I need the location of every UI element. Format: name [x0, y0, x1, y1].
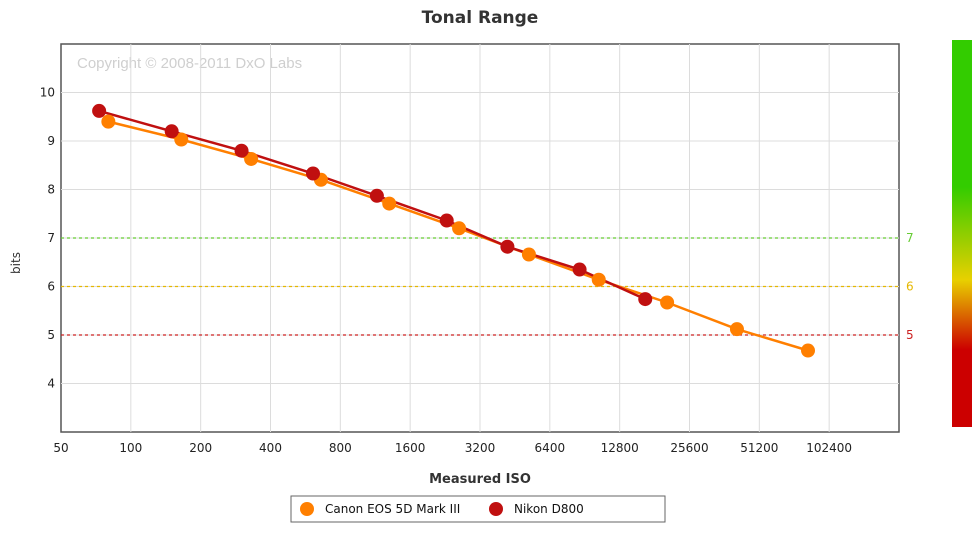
tick-labels: 50 100 200 400 800 1600 3200 6400 12800 25600 5120… — [40, 86, 852, 456]
x-tick-label: 1600 — [395, 441, 426, 455]
legend-label-nikon: Nikon D800 — [514, 502, 584, 516]
data-point-nikon — [439, 213, 454, 228]
series-layer — [92, 103, 816, 358]
threshold-label: 6 — [906, 280, 914, 294]
threshold-label: 5 — [906, 328, 914, 342]
data-point-canon — [101, 114, 116, 129]
data-point-nikon — [92, 103, 107, 118]
data-point-nikon — [369, 188, 384, 203]
y-tick-label: 8 — [47, 183, 55, 197]
data-point-nikon — [500, 239, 515, 254]
x-tick-label: 3200 — [465, 441, 496, 455]
y-tick-label: 7 — [47, 231, 55, 245]
data-point-canon — [382, 196, 397, 211]
y-tick-label: 4 — [47, 377, 55, 391]
data-point-canon — [591, 272, 606, 287]
data-point-canon — [174, 132, 189, 147]
x-tick-label: 800 — [329, 441, 352, 455]
data-point-nikon — [572, 262, 587, 277]
chart-title: Tonal Range — [422, 8, 539, 28]
color-scale-bar — [952, 40, 972, 427]
x-tick-label: 400 — [259, 441, 282, 455]
y-tick-label: 9 — [47, 134, 55, 148]
data-point-nikon — [164, 124, 179, 139]
data-point-canon — [244, 151, 259, 166]
legend-label-canon: Canon EOS 5D Mark III — [325, 502, 460, 516]
y-tick-label: 10 — [40, 86, 55, 100]
y-tick-label: 6 — [47, 280, 55, 294]
data-point-canon — [521, 247, 536, 262]
data-point-nikon — [306, 166, 321, 181]
data-point-nikon — [234, 143, 249, 158]
copyright-watermark: Copyright © 2008-2011 DxO Labs — [77, 55, 302, 72]
legend-swatch-nikon — [489, 502, 503, 516]
x-tick-label: 6400 — [535, 441, 566, 455]
data-point-canon — [452, 221, 467, 236]
threshold-label: 7 — [906, 231, 914, 245]
data-point-nikon — [638, 292, 653, 307]
legend: Canon EOS 5D Mark III Nikon D800 — [290, 495, 666, 523]
data-point-canon — [660, 295, 675, 310]
y-tick-label: 5 — [47, 328, 55, 342]
x-tick-label: 12800 — [601, 441, 639, 455]
x-tick-label: 25600 — [670, 441, 708, 455]
data-point-canon — [729, 322, 744, 337]
x-tick-label: 200 — [189, 441, 212, 455]
x-tick-label: 102400 — [806, 441, 852, 455]
x-tick-label: 50 — [53, 441, 68, 455]
legend-box — [290, 495, 666, 523]
x-axis-title: Measured ISO — [429, 472, 531, 487]
y-axis-title: bits — [9, 252, 23, 274]
x-tick-label: 51200 — [740, 441, 778, 455]
data-point-canon — [801, 343, 816, 358]
x-tick-label: 100 — [119, 441, 142, 455]
legend-swatch-canon — [300, 502, 314, 516]
